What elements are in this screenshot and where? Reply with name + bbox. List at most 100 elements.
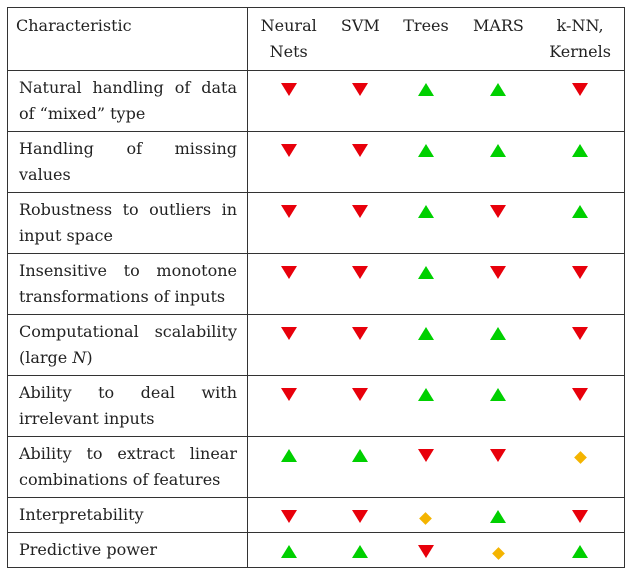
column-header-line2: Kernels xyxy=(549,42,611,61)
rating-cell xyxy=(247,192,330,254)
red-down-triangle-icon xyxy=(352,266,369,279)
rating-cell xyxy=(391,70,461,132)
red-down-triangle-icon xyxy=(352,205,369,218)
table-row: Predictive power xyxy=(7,532,626,568)
rating-cell xyxy=(536,253,626,315)
rating-cell xyxy=(391,532,461,568)
rating-cell xyxy=(247,436,330,498)
green-up-triangle-icon xyxy=(490,510,507,523)
table-row: Robustness to outliers in input space xyxy=(7,192,626,254)
green-up-triangle-icon xyxy=(352,545,369,558)
table-row: Handling of missing values xyxy=(7,131,626,193)
red-down-triangle-icon xyxy=(572,327,589,340)
characteristic-label: Interpretability xyxy=(7,497,248,533)
green-up-triangle-icon xyxy=(417,266,434,279)
characteristic-label: Ability to deal with irrelevant inputs xyxy=(7,375,248,437)
red-down-triangle-icon xyxy=(352,83,369,96)
rating-cell xyxy=(460,314,537,376)
table-body: Natural handling of data of “mixed” type… xyxy=(7,70,626,568)
column-header-line1: SVM xyxy=(340,16,380,35)
red-down-triangle-icon xyxy=(572,83,589,96)
rating-cell xyxy=(536,497,626,533)
comparison-table: Characteristic Neural Nets SVM Trees MAR… xyxy=(7,7,626,568)
yellow-diamond-icon xyxy=(573,451,587,464)
rating-cell xyxy=(536,532,626,568)
characteristic-label: Insensitive to monotone transformations … xyxy=(7,253,248,315)
rating-cell xyxy=(460,497,537,533)
green-up-triangle-icon xyxy=(417,388,434,401)
characteristic-label: Computational scalability (large N) xyxy=(7,314,248,376)
rating-cell xyxy=(247,375,330,437)
red-down-triangle-icon xyxy=(280,266,297,279)
red-down-triangle-icon xyxy=(417,449,434,462)
red-down-triangle-icon xyxy=(352,327,369,340)
rating-cell xyxy=(391,192,461,254)
yellow-diamond-icon xyxy=(492,547,505,560)
red-down-triangle-icon xyxy=(572,510,589,523)
red-down-triangle-icon xyxy=(280,144,297,157)
rating-cell xyxy=(536,131,626,193)
characteristic-label: Predictive power xyxy=(7,532,248,568)
red-down-triangle-icon xyxy=(280,83,297,96)
red-down-triangle-icon xyxy=(352,144,369,157)
green-up-triangle-icon xyxy=(490,388,507,401)
column-header-line1: k-NN, xyxy=(556,16,604,35)
rating-cell xyxy=(329,70,392,132)
column-header-neural-nets: Neural Nets xyxy=(247,7,330,71)
green-up-triangle-icon xyxy=(417,205,434,218)
rating-cell xyxy=(391,497,461,533)
rating-cell xyxy=(329,314,392,376)
green-up-triangle-icon xyxy=(572,144,589,157)
rating-cell xyxy=(391,436,461,498)
rating-cell xyxy=(536,436,626,498)
green-up-triangle-icon xyxy=(280,449,297,462)
red-down-triangle-icon xyxy=(417,545,434,558)
red-down-triangle-icon xyxy=(280,388,297,401)
column-header-line1: MARS xyxy=(472,16,524,35)
green-up-triangle-icon xyxy=(417,144,434,157)
red-down-triangle-icon xyxy=(280,510,297,523)
table-row: Ability to extract linear combinations o… xyxy=(7,436,626,498)
rating-cell xyxy=(391,253,461,315)
red-down-triangle-icon xyxy=(490,449,507,462)
rating-cell xyxy=(329,375,392,437)
characteristic-label: Natural handling of data of “mixed” type xyxy=(7,70,248,132)
table-row: Interpretability xyxy=(7,497,626,533)
column-header-knn-kernels: k-NN, Kernels xyxy=(536,7,626,71)
rating-cell xyxy=(329,436,392,498)
rating-cell xyxy=(536,192,626,254)
rating-cell xyxy=(536,70,626,132)
column-header-line1: Neural xyxy=(260,16,317,35)
rating-cell xyxy=(247,314,330,376)
rating-cell xyxy=(247,131,330,193)
red-down-triangle-icon xyxy=(280,327,297,340)
green-up-triangle-icon xyxy=(417,327,434,340)
header-row: Characteristic Neural Nets SVM Trees MAR… xyxy=(7,7,626,71)
rating-cell xyxy=(460,192,537,254)
rating-cell xyxy=(329,192,392,254)
red-down-triangle-icon xyxy=(352,388,369,401)
rating-cell xyxy=(460,436,537,498)
red-down-triangle-icon xyxy=(280,205,297,218)
green-up-triangle-icon xyxy=(417,83,434,96)
rating-cell xyxy=(460,131,537,193)
column-header-trees: Trees xyxy=(391,7,461,71)
rating-cell xyxy=(329,131,392,193)
rating-cell xyxy=(391,314,461,376)
green-up-triangle-icon xyxy=(490,83,507,96)
rating-cell xyxy=(460,253,537,315)
column-header-svm: SVM xyxy=(329,7,392,71)
red-down-triangle-icon xyxy=(490,266,507,279)
table-row: Natural handling of data of “mixed” type xyxy=(7,70,626,132)
red-down-triangle-icon xyxy=(572,388,589,401)
rating-cell xyxy=(460,70,537,132)
red-down-triangle-icon xyxy=(352,510,369,523)
column-header-mars: MARS xyxy=(460,7,537,71)
rating-cell xyxy=(247,70,330,132)
rating-cell xyxy=(329,253,392,315)
green-up-triangle-icon xyxy=(490,327,507,340)
rating-cell xyxy=(460,532,537,568)
rating-cell xyxy=(391,375,461,437)
rating-cell xyxy=(460,375,537,437)
rating-cell xyxy=(391,131,461,193)
